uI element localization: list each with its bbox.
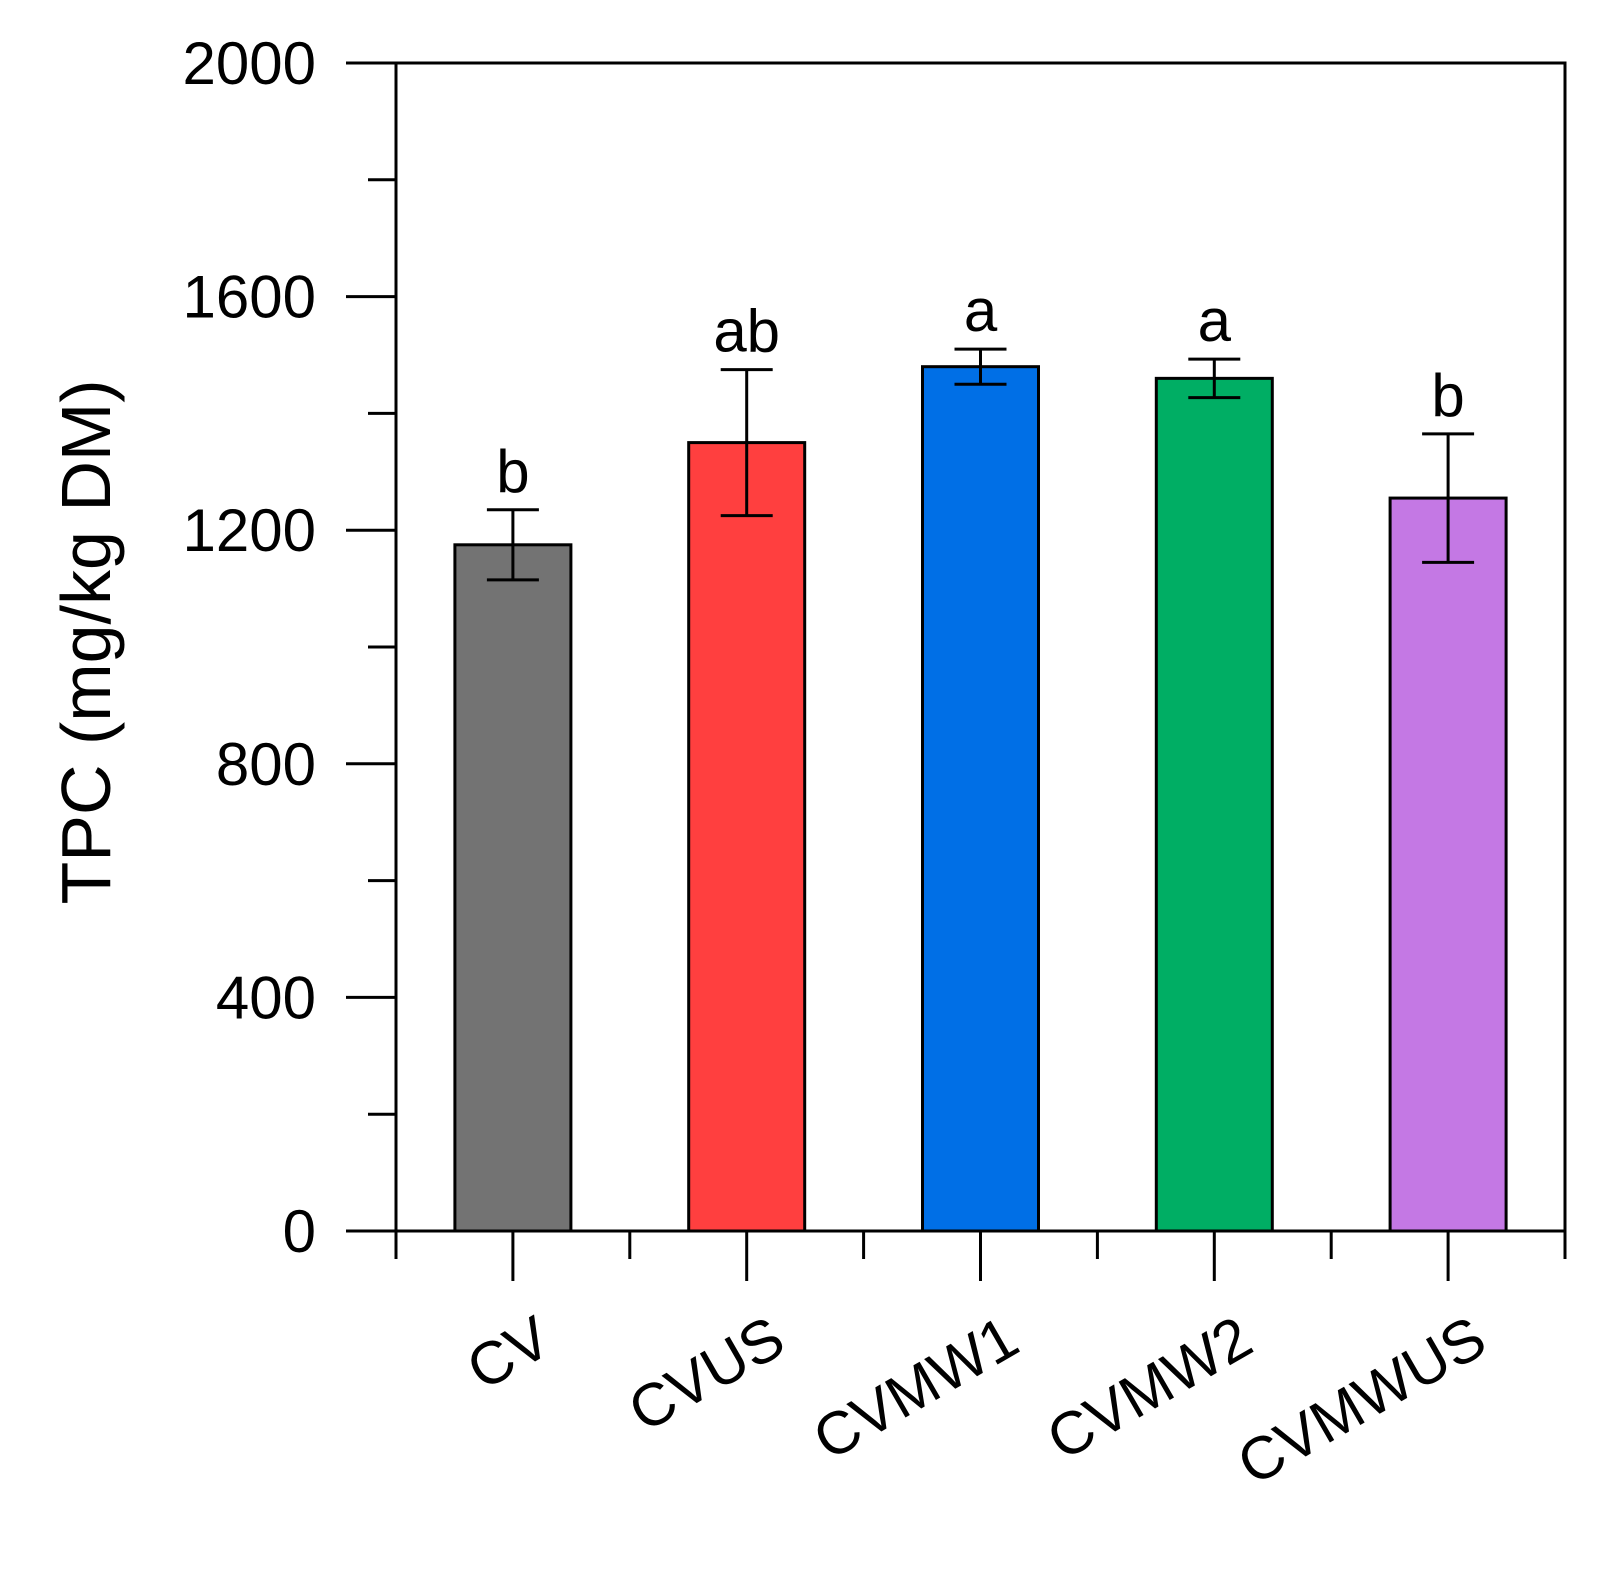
x-tick-label: CVMW1 (802, 1303, 1029, 1473)
significance-letter: b (496, 438, 529, 505)
significance-letter: a (1198, 287, 1232, 354)
x-tick-label: CVMWUS (1226, 1303, 1496, 1498)
bar-cvus (687, 441, 807, 1233)
bars-layer (453, 365, 1508, 1233)
y-axis-title: TPC (mg/kg DM) (47, 380, 125, 905)
x-tick-label: CVUS (617, 1303, 795, 1444)
bar-cvmwus (1388, 496, 1508, 1233)
y-tick-label: 2000 (183, 30, 316, 97)
y-tick-label: 800 (216, 731, 316, 798)
bar-cv (453, 543, 573, 1233)
significance-letter: ab (713, 298, 780, 365)
x-tick-label: CVMW2 (1036, 1303, 1263, 1473)
y-tick-label: 1200 (183, 497, 316, 564)
significance-letter: b (1431, 362, 1464, 429)
significance-letter: a (964, 277, 998, 344)
bar-cvmw1 (921, 365, 1040, 1233)
x-tick-label: CV (456, 1303, 562, 1403)
error-bars-layer (486, 347, 1475, 582)
bar-cvmw2 (1154, 376, 1274, 1233)
y-tick-label: 400 (216, 964, 316, 1031)
axes-layer (346, 61, 1567, 1281)
y-tick-label: 1600 (183, 264, 316, 331)
y-tick-label: 0 (283, 1198, 316, 1265)
